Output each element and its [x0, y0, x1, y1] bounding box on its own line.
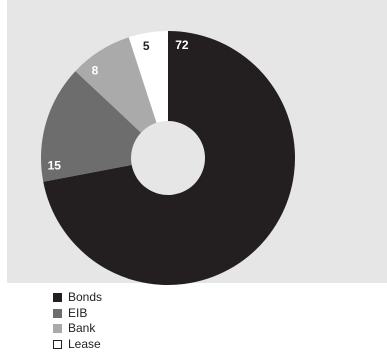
- legend-label: Lease: [68, 336, 101, 351]
- legend-item-bonds: Bonds: [53, 290, 102, 306]
- legend-label: EIB: [68, 305, 88, 320]
- chart-legend: Bonds EIB Bank Lease: [53, 290, 102, 352]
- legend-swatch: [53, 308, 62, 318]
- donut-data-labels: 72 15 8 5: [48, 38, 189, 173]
- legend-swatch: [53, 324, 62, 334]
- data-label-bank: 8: [92, 63, 99, 77]
- legend-item-bank: Bank: [53, 321, 102, 337]
- slice-eib: [41, 71, 142, 182]
- data-label-eib: 15: [48, 159, 62, 173]
- legend-item-lease: Lease: [53, 337, 102, 352]
- slice-lease: [128, 31, 168, 123]
- legend-item-eib: EIB: [53, 306, 102, 322]
- legend-label: Bank: [68, 321, 96, 335]
- donut-slices: [41, 31, 295, 285]
- legend-swatch: [53, 293, 62, 303]
- legend-swatch: [53, 339, 62, 349]
- slice-bank: [75, 37, 157, 133]
- slice-bonds: [43, 31, 295, 285]
- data-label-bonds: 72: [175, 38, 189, 52]
- legend-label: Bonds: [68, 290, 103, 304]
- data-label-lease: 5: [143, 39, 150, 53]
